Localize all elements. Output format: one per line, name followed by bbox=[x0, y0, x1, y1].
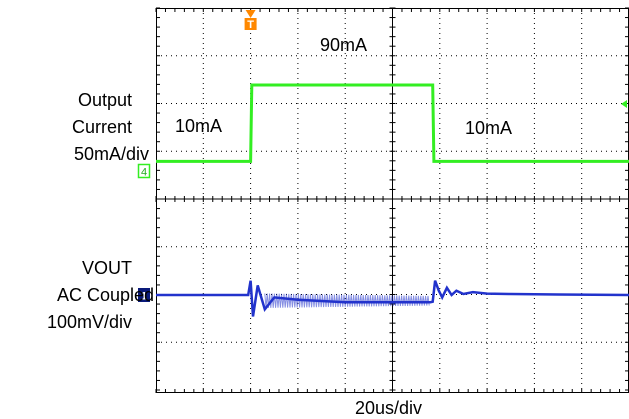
ch1-marker-id: 1 bbox=[141, 291, 147, 303]
ch1-label-line-1: VOUT bbox=[81, 258, 132, 278]
trigger-arrow bbox=[245, 10, 256, 18]
annotation-10ma-left: 10mA bbox=[175, 116, 223, 136]
x-axis-label: 20us/div bbox=[355, 398, 423, 418]
channel-markers: T 4 1 bbox=[137, 10, 627, 303]
ch1-ground-marker: 1 bbox=[138, 288, 150, 303]
ch4-label-line-2: Current bbox=[71, 117, 132, 137]
output-current-trace-group bbox=[156, 83, 629, 163]
ch4-ground-marker: 4 bbox=[137, 163, 151, 179]
output-current-trace bbox=[156, 83, 629, 163]
ch4-label-line-3: 50mA/div bbox=[73, 144, 149, 164]
ch4-marker-box bbox=[137, 163, 151, 179]
annotation-10ma-right: 10mA bbox=[465, 118, 513, 138]
ch4-marker-id: 4 bbox=[141, 167, 147, 179]
annotation-90ma: 90mA bbox=[320, 35, 368, 55]
ch1-label-line-2: AC Coupled bbox=[56, 285, 154, 305]
trigger-marker bbox=[244, 18, 257, 30]
trigger-level-marker bbox=[621, 100, 627, 108]
trigger-marker-letter: T bbox=[247, 19, 254, 31]
vout-trace-group bbox=[156, 280, 629, 317]
oscilloscope-grid bbox=[155, 7, 629, 393]
ch1-label-line-3: 100mV/div bbox=[46, 312, 132, 332]
ch1-marker-box bbox=[138, 288, 150, 302]
vout-noise-band bbox=[264, 293, 430, 308]
vout-trace bbox=[156, 280, 629, 317]
ch4-label-line-1: Output bbox=[77, 90, 132, 110]
